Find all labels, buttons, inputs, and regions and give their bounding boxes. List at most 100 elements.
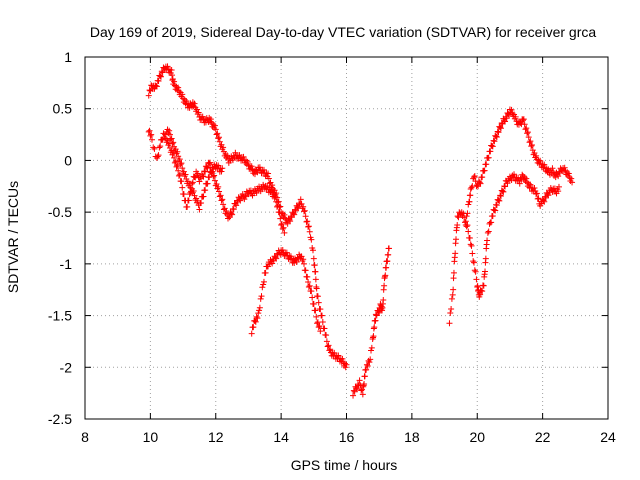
series-track-a [145, 63, 350, 371]
x-tick-label: 24 [600, 429, 616, 445]
data-point [470, 258, 477, 265]
data-point [521, 121, 528, 128]
data-point [308, 288, 315, 295]
data-point [523, 175, 530, 182]
series-track-c [163, 126, 226, 213]
data-point [487, 148, 494, 155]
data-point [359, 386, 366, 393]
data-point [253, 313, 260, 320]
data-point [217, 192, 224, 199]
data-point [313, 285, 320, 292]
data-point [216, 188, 223, 195]
data-point [301, 260, 308, 267]
data-point [206, 160, 213, 167]
data-point [447, 310, 454, 317]
data-point [214, 130, 221, 137]
data-point [312, 268, 319, 275]
data-point [301, 208, 308, 215]
data-point [520, 116, 527, 123]
data-point [367, 356, 374, 363]
data-point [207, 159, 214, 166]
data-point [154, 153, 161, 160]
data-point [356, 377, 363, 384]
data-point [204, 180, 211, 187]
data-point [520, 117, 527, 124]
data-point [533, 190, 540, 197]
data-point [150, 144, 157, 151]
data-point [240, 153, 247, 160]
data-point [384, 258, 391, 265]
data-point [198, 200, 205, 207]
y-axis-title: SDTVAR / TECUs [5, 181, 21, 293]
data-point [465, 228, 472, 235]
data-point [166, 127, 173, 134]
data-point [255, 310, 262, 317]
data-point [452, 250, 459, 257]
data-point [448, 295, 455, 302]
y-tick-label: -1.5 [48, 308, 72, 324]
data-point [172, 158, 179, 165]
data-point [233, 202, 240, 209]
series-track-d [248, 246, 324, 337]
data-point [215, 183, 222, 190]
data-point [303, 218, 310, 225]
data-point [508, 106, 515, 113]
data-point [200, 193, 207, 200]
data-point [463, 213, 470, 220]
x-tick-label: 8 [81, 429, 89, 445]
data-point [248, 163, 255, 170]
data-point [569, 179, 576, 186]
data-point [157, 73, 164, 80]
data-point [555, 188, 562, 195]
y-tick-label: 1 [64, 49, 72, 65]
data-point [175, 84, 182, 91]
data-point [218, 168, 225, 175]
data-point [450, 275, 457, 282]
data-point [321, 325, 328, 332]
data-point [535, 195, 542, 202]
y-tick-labels: 1 0.5 0 -0.5 -1 -1.5 -2 -2.5 [48, 49, 72, 427]
data-point [155, 77, 162, 84]
data-point [482, 255, 489, 262]
data-point [323, 332, 330, 339]
data-point [301, 207, 308, 214]
data-point [180, 191, 187, 198]
data-point [145, 92, 152, 99]
data-point [366, 359, 373, 366]
data-point [199, 172, 206, 179]
data-point [215, 162, 222, 169]
data-point [287, 253, 294, 260]
data-point [383, 264, 390, 271]
data-point [281, 211, 288, 218]
data-point [512, 113, 519, 120]
data-point [156, 144, 163, 151]
data-point [169, 76, 176, 83]
data-point [258, 293, 265, 300]
data-point [565, 170, 572, 177]
data-point [468, 242, 475, 249]
data-point [484, 237, 491, 244]
x-tick-label: 12 [208, 429, 224, 445]
data-point [195, 109, 202, 116]
data-point [166, 131, 173, 138]
data-point [470, 259, 477, 266]
data-point [256, 307, 263, 314]
data-point [359, 391, 366, 398]
data-point [482, 268, 489, 275]
data-point [169, 72, 176, 79]
data-point [467, 192, 474, 199]
data-point [489, 212, 496, 219]
data-point [325, 342, 332, 349]
data-point [335, 352, 342, 359]
data-point [220, 201, 227, 208]
data-point [256, 304, 263, 311]
data-point [381, 282, 388, 289]
data-point [212, 126, 219, 133]
data-point [179, 165, 186, 172]
series-track-f [446, 171, 562, 327]
data-point [449, 291, 456, 298]
data-point [146, 87, 153, 94]
data-point [148, 131, 155, 138]
data-point [318, 312, 325, 319]
